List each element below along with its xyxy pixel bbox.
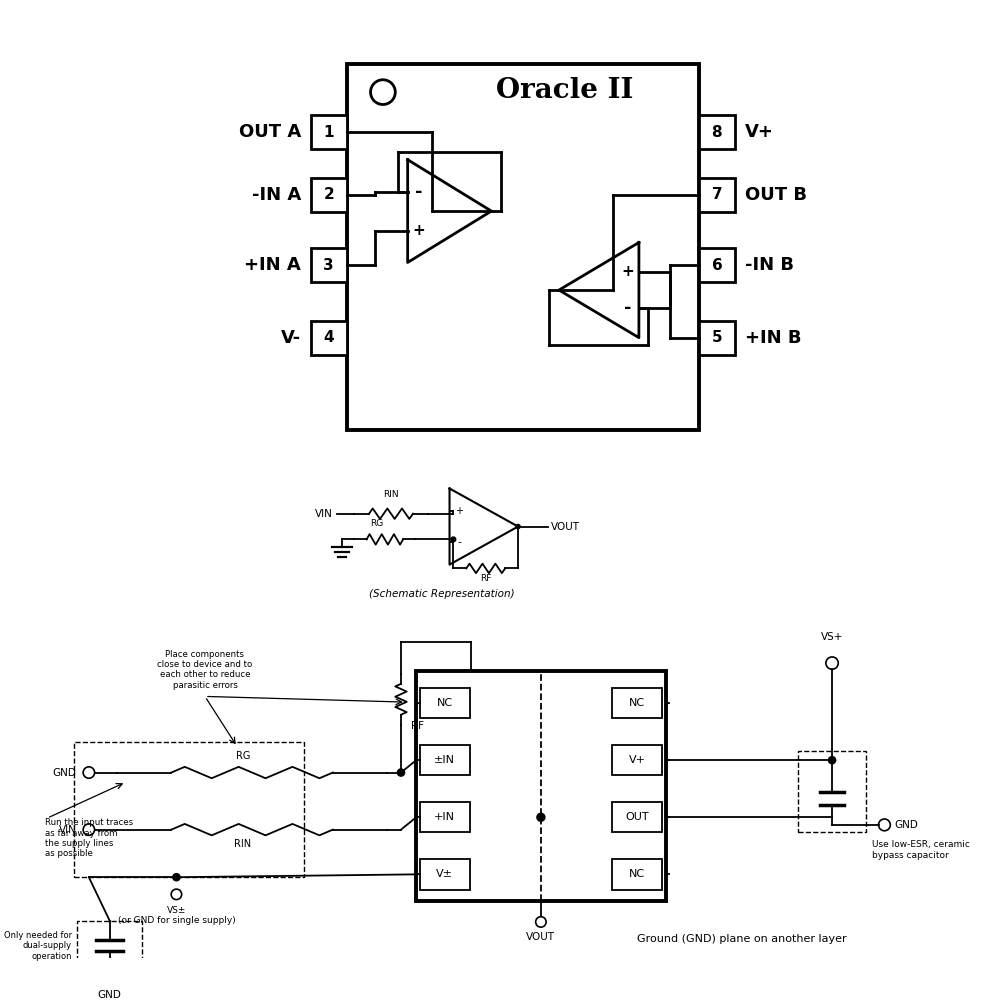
Text: V+: V+ <box>628 755 645 765</box>
Text: RF: RF <box>411 721 424 731</box>
Text: V+: V+ <box>745 123 773 141</box>
Text: +IN: +IN <box>434 812 455 822</box>
Bar <box>311 115 347 149</box>
Text: (Schematic Representation): (Schematic Representation) <box>369 589 515 599</box>
Text: VIN: VIN <box>59 825 76 835</box>
Text: -IN B: -IN B <box>745 256 794 274</box>
Text: 5: 5 <box>712 330 722 345</box>
Bar <box>612 859 662 890</box>
Text: VIN: VIN <box>315 509 332 519</box>
Text: +: + <box>621 264 634 279</box>
Bar <box>347 64 699 430</box>
Circle shape <box>828 757 836 764</box>
Text: 6: 6 <box>712 258 722 273</box>
Bar <box>699 178 735 212</box>
Bar <box>420 802 470 832</box>
Bar <box>311 178 347 212</box>
Text: +: + <box>455 506 463 516</box>
Text: GND: GND <box>98 990 122 1000</box>
Text: -IN A: -IN A <box>252 186 301 204</box>
Bar <box>74 742 304 877</box>
Text: VOUT: VOUT <box>551 522 580 532</box>
Text: GND: GND <box>53 768 76 778</box>
Bar <box>612 688 662 718</box>
Bar <box>416 671 666 901</box>
Text: 1: 1 <box>323 125 334 140</box>
Text: Only needed for
dual-supply
operation: Only needed for dual-supply operation <box>4 931 72 961</box>
Text: 3: 3 <box>323 258 334 273</box>
Text: +IN A: +IN A <box>244 256 301 274</box>
Text: VS±
(or GND for single supply): VS± (or GND for single supply) <box>118 906 235 925</box>
Text: -: - <box>457 537 461 547</box>
Bar <box>612 745 662 775</box>
Text: 7: 7 <box>712 187 722 202</box>
Text: V-: V- <box>281 329 301 347</box>
Bar <box>420 859 470 890</box>
Text: Ground (GND) plane on another layer: Ground (GND) plane on another layer <box>637 934 846 944</box>
Text: RIN: RIN <box>234 839 252 849</box>
Bar <box>311 321 347 355</box>
Text: GND: GND <box>894 820 918 830</box>
Bar <box>798 751 866 832</box>
Text: VOUT: VOUT <box>526 932 555 942</box>
Text: VS+: VS+ <box>821 632 843 642</box>
Text: RF: RF <box>480 574 491 583</box>
Text: RG: RG <box>236 751 250 761</box>
Text: -: - <box>415 183 423 201</box>
Bar <box>612 802 662 832</box>
Text: +IN B: +IN B <box>745 329 801 347</box>
Text: +: + <box>413 223 425 238</box>
Circle shape <box>173 874 180 881</box>
Circle shape <box>537 813 545 821</box>
Text: 4: 4 <box>323 330 334 345</box>
Text: NC: NC <box>437 698 453 708</box>
Text: Oracle II: Oracle II <box>496 77 634 104</box>
Bar <box>77 921 142 970</box>
Text: OUT B: OUT B <box>745 186 807 204</box>
Text: RG: RG <box>371 519 384 528</box>
Text: RIN: RIN <box>383 490 398 499</box>
Text: Run the input traces
as far away from
the supply lines
as possible: Run the input traces as far away from th… <box>45 818 133 858</box>
Text: -: - <box>624 299 631 317</box>
Bar <box>420 745 470 775</box>
Text: 8: 8 <box>712 125 722 140</box>
Circle shape <box>516 524 520 529</box>
Text: NC: NC <box>629 869 645 879</box>
Text: OUT: OUT <box>625 812 649 822</box>
Bar <box>699 115 735 149</box>
Bar <box>311 248 347 282</box>
Bar <box>699 321 735 355</box>
Text: ±IN: ±IN <box>434 755 455 765</box>
Text: V±: V± <box>436 869 453 879</box>
Bar <box>420 688 470 718</box>
Text: Place components
close to device and to
each other to reduce
parasitic errors: Place components close to device and to … <box>157 650 253 690</box>
Text: 2: 2 <box>323 187 334 202</box>
Text: NC: NC <box>629 698 645 708</box>
Bar <box>699 248 735 282</box>
Text: OUT A: OUT A <box>239 123 301 141</box>
Circle shape <box>397 769 405 776</box>
Text: Use low-ESR, ceramic
bypass capacitor: Use low-ESR, ceramic bypass capacitor <box>872 840 970 860</box>
Circle shape <box>451 537 456 542</box>
